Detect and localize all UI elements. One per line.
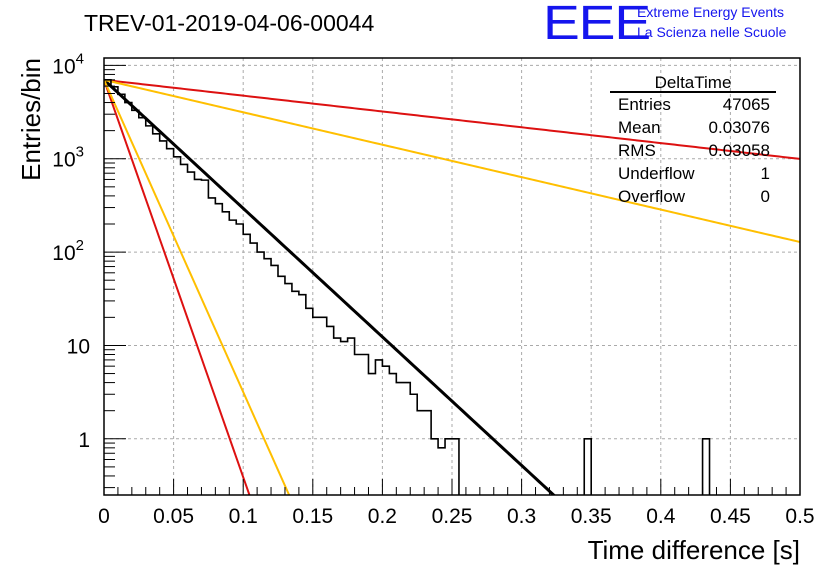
x-tick-label: 0.2 — [368, 505, 397, 528]
x-tick-label: 0.4 — [646, 505, 676, 528]
y-tick-label: 104 — [52, 50, 84, 78]
histogram-steps — [104, 79, 460, 495]
stats-row-value: 0 — [761, 187, 770, 206]
y-axis-title: Entries/bin — [16, 58, 46, 181]
y-tick-label: 102 — [52, 237, 84, 265]
y-tick-label: 10 — [67, 335, 90, 358]
histogram-series — [104, 79, 711, 495]
x-tick-label: 0.45 — [710, 505, 751, 528]
histogram-bin — [583, 437, 592, 495]
stats-row-label: Mean — [618, 118, 661, 137]
stats-row-label: RMS — [618, 141, 656, 160]
x-tick-label: 0.5 — [785, 505, 814, 528]
fit-curve — [104, 78, 556, 495]
stats-row-label: Underflow — [618, 164, 695, 183]
chart-title: TREV-01-2019-04-06-00044 — [84, 10, 375, 36]
stats-box: DeltaTime Entries 47065 Mean 0.03076 RMS 0.030… — [610, 73, 776, 206]
stats-row-value: 0.03058 — [709, 141, 770, 160]
fit-curve — [104, 78, 800, 160]
eee-logo: EEE — [543, 0, 651, 50]
x-tick-label: 0.15 — [292, 505, 333, 528]
x-tick-label: 0.3 — [507, 505, 536, 528]
histogram-bin — [701, 437, 711, 495]
stats-title: DeltaTime — [655, 73, 732, 92]
x-tick-label: 0 — [98, 505, 110, 528]
x-axis-title: Time difference [s] — [588, 535, 800, 565]
x-tick-label: 0.05 — [153, 505, 194, 528]
stats-row-value: 1 — [761, 164, 770, 183]
x-tick-label: 0.35 — [571, 505, 612, 528]
y-axis: 1 10 102 103 104 — [52, 50, 126, 489]
fit-curve — [104, 79, 291, 495]
logo-caption-line2: La Scienza nelle Scuole — [637, 24, 787, 40]
stats-row-value: 47065 — [723, 95, 770, 114]
x-tick-label: 0.25 — [432, 505, 473, 528]
fit-curve — [104, 78, 800, 243]
x-tick-label: 0.1 — [229, 505, 258, 528]
y-tick-label: 103 — [52, 144, 84, 172]
logo-caption-line1: Extreme Energy Events — [637, 4, 785, 20]
fit-curves — [104, 78, 800, 495]
grid-lines — [104, 58, 800, 495]
stats-row-value: 0.03076 — [709, 118, 770, 137]
fit-curve — [104, 79, 251, 495]
x-axis: 0 0.05 0.1 0.15 0.2 0.25 0.3 0.35 0.4 0.45 0.5 — [98, 479, 815, 528]
stats-row-label: Entries — [618, 95, 671, 114]
y-tick-label: 1 — [78, 429, 90, 452]
stats-row-label: Overflow — [618, 187, 686, 206]
